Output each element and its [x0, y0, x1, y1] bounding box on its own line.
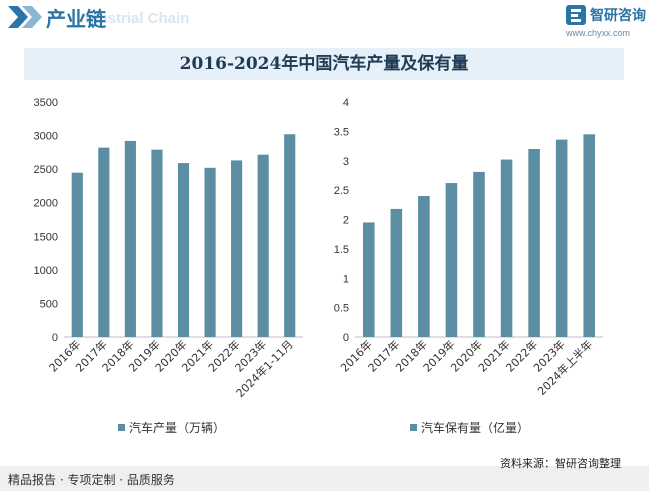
- bar: [390, 208, 403, 337]
- bar: [231, 160, 243, 337]
- logo-text: 智研咨询: [590, 8, 646, 24]
- header-title: 产业链: [46, 7, 106, 31]
- bar: [257, 154, 269, 337]
- header-chevron-icon: [8, 6, 42, 28]
- y-tick-label: 500: [40, 298, 58, 310]
- legend-label: 汽车保有量（亿量）: [421, 420, 529, 435]
- bar: [71, 172, 83, 337]
- y-tick-label: 2500: [34, 164, 58, 176]
- legend-label: 汽车产量（万辆）: [129, 420, 225, 435]
- y-tick-label: 4: [343, 97, 349, 109]
- bar: [418, 196, 430, 337]
- y-tick-label: 0.5: [334, 303, 349, 315]
- footer: 精品报告 · 专项定制 · 品质服务: [0, 466, 649, 491]
- y-tick-label: 0: [52, 332, 58, 344]
- y-tick-label: 1500: [34, 231, 58, 243]
- y-tick-label: 3500: [34, 97, 58, 109]
- header-subtitle: Industrial Chain: [76, 10, 190, 27]
- y-tick-label: 0: [343, 332, 349, 344]
- legend-swatch: [118, 424, 125, 431]
- bar: [528, 149, 540, 337]
- y-tick-label: 1.5: [334, 244, 349, 256]
- logo-url[interactable]: www.chyxx.com: [566, 28, 631, 38]
- bar: [151, 149, 163, 337]
- footer-tagline: 精品报告 · 专项定制 · 品质服务: [8, 473, 175, 487]
- y-tick-label: 3.5: [334, 126, 349, 138]
- y-tick-label: 2000: [34, 198, 58, 210]
- y-tick-label: 3: [343, 156, 349, 168]
- bar: [204, 167, 216, 337]
- bar: [177, 163, 190, 337]
- legend-swatch: [410, 424, 417, 431]
- title-bar: 2016-2024年中国汽车产量及保有量: [24, 48, 624, 80]
- chart-1: 05001000150020002500300035002016年2017年20…: [34, 97, 303, 435]
- zhiyan-logo-icon: [566, 5, 586, 25]
- y-tick-label: 2: [343, 215, 349, 227]
- y-tick-label: 2.5: [334, 185, 349, 197]
- bar: [500, 159, 513, 337]
- bar: [98, 147, 110, 337]
- bar: [124, 140, 136, 337]
- bar: [555, 139, 568, 337]
- y-tick-label: 1: [343, 273, 349, 285]
- source-note: 资料来源：智研咨询整理: [500, 457, 621, 470]
- header: Industrial Chain 产业链 智研咨询 www.chyxx.com: [0, 0, 649, 40]
- main-title: 2016-2024年中国汽车产量及保有量: [179, 54, 469, 74]
- bar: [583, 134, 596, 337]
- y-tick-label: 1000: [34, 265, 58, 277]
- bar: [473, 171, 485, 337]
- bar: [362, 222, 375, 337]
- chart-2: 00.511.522.533.542016年2017年2018年2019年202…: [334, 97, 603, 435]
- bar: [445, 183, 458, 337]
- bar: [284, 134, 296, 337]
- y-tick-label: 3000: [34, 131, 58, 143]
